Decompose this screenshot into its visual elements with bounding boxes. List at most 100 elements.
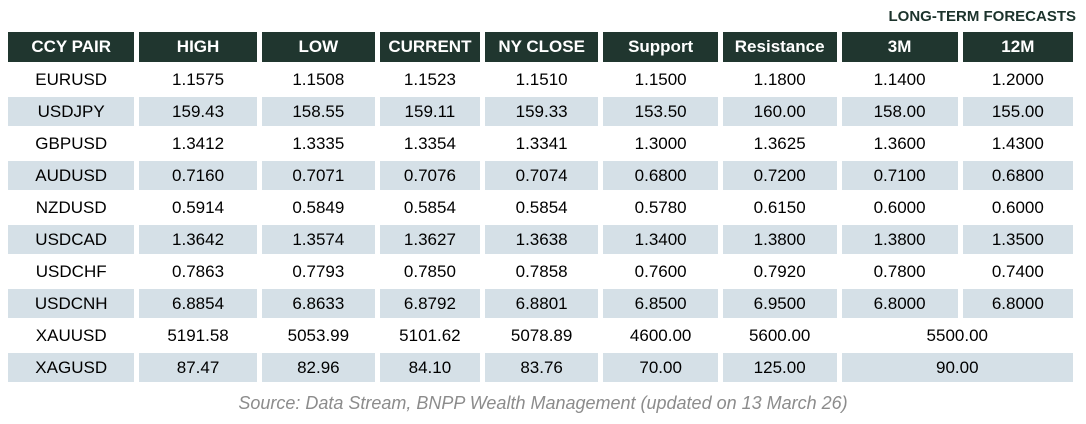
value-cell: 0.6150 xyxy=(722,193,837,222)
ccy-pair-cell: USDCHF xyxy=(8,257,135,286)
value-cell: 153.50 xyxy=(603,97,718,126)
value-cell: 0.7600 xyxy=(603,257,718,286)
fx-forecast-page: LONG-TERM FORECASTS CCY PAIR HIGH LOW CU… xyxy=(3,8,1078,413)
value-cell: 6.8792 xyxy=(380,289,480,318)
value-cell: 0.7076 xyxy=(380,161,480,190)
table-row-usdchf: USDCHF 0.7863 0.7793 0.7850 0.7858 0.7600 0.79… xyxy=(8,257,1073,286)
value-cell: 159.43 xyxy=(139,97,257,126)
ccy-pair-cell: USDCNH xyxy=(8,289,135,318)
value-cell: 1.3800 xyxy=(722,225,837,254)
merged-forecast-cell: 5500.00 xyxy=(841,321,1073,350)
value-cell: 159.11 xyxy=(380,97,480,126)
value-cell: 0.5849 xyxy=(261,193,376,222)
value-cell: 0.7863 xyxy=(139,257,257,286)
value-cell: 1.1800 xyxy=(722,65,837,94)
value-cell: 5600.00 xyxy=(722,321,837,350)
long-term-forecasts-label: LONG-TERM FORECASTS xyxy=(888,8,1077,25)
ccy-pair-cell: GBPUSD xyxy=(8,129,135,158)
value-cell: 4600.00 xyxy=(603,321,718,350)
table-row-gbpusd: GBPUSD 1.3412 1.3335 1.3354 1.3341 1.3000 1.36… xyxy=(8,129,1073,158)
value-cell: 1.1500 xyxy=(603,65,718,94)
value-cell: 0.5780 xyxy=(603,193,718,222)
fx-forecast-table: CCY PAIR HIGH LOW CURRENT NY CLOSE Suppo… xyxy=(3,29,1078,385)
value-cell: 1.3574 xyxy=(261,225,376,254)
ccy-pair-cell: USDCAD xyxy=(8,225,135,254)
value-cell: 158.55 xyxy=(261,97,376,126)
ccy-pair-cell: XAUUSD xyxy=(8,321,135,350)
value-cell: 1.2000 xyxy=(962,65,1073,94)
value-cell: 0.7858 xyxy=(484,257,599,286)
value-cell: 1.3341 xyxy=(484,129,599,158)
value-cell: 1.1508 xyxy=(261,65,376,94)
table-body: EURUSD 1.1575 1.1508 1.1523 1.1510 1.1500 1.18… xyxy=(8,65,1073,382)
col-header-ny-close: NY CLOSE xyxy=(484,32,599,62)
value-cell: 0.6000 xyxy=(841,193,958,222)
value-cell: 0.5854 xyxy=(484,193,599,222)
value-cell: 1.1400 xyxy=(841,65,958,94)
table-row-usdjpy: USDJPY 159.43 158.55 159.11 159.33 153.50 160.… xyxy=(8,97,1073,126)
value-cell: 159.33 xyxy=(484,97,599,126)
table-row-usdcad: USDCAD 1.3642 1.3574 1.3627 1.3638 1.3400 1.38… xyxy=(8,225,1073,254)
value-cell: 1.3638 xyxy=(484,225,599,254)
value-cell: 6.9500 xyxy=(722,289,837,318)
value-cell: 1.1523 xyxy=(380,65,480,94)
value-cell: 1.4300 xyxy=(962,129,1073,158)
value-cell: 6.8801 xyxy=(484,289,599,318)
col-header-ccy-pair: CCY PAIR xyxy=(8,32,135,62)
value-cell: 0.7160 xyxy=(139,161,257,190)
col-header-3m: 3M xyxy=(841,32,958,62)
value-cell: 0.6800 xyxy=(603,161,718,190)
value-cell: 0.7850 xyxy=(380,257,480,286)
value-cell: 70.00 xyxy=(603,353,718,382)
col-header-12m: 12M xyxy=(962,32,1073,62)
value-cell: 6.8633 xyxy=(261,289,376,318)
value-cell: 0.7920 xyxy=(722,257,837,286)
value-cell: 0.7074 xyxy=(484,161,599,190)
col-header-high: HIGH xyxy=(139,32,257,62)
value-cell: 1.3335 xyxy=(261,129,376,158)
ccy-pair-cell: USDJPY xyxy=(8,97,135,126)
value-cell: 1.3354 xyxy=(380,129,480,158)
value-cell: 155.00 xyxy=(962,97,1073,126)
value-cell: 5191.58 xyxy=(139,321,257,350)
value-cell: 0.7071 xyxy=(261,161,376,190)
col-header-resistance: Resistance xyxy=(722,32,837,62)
value-cell: 6.8000 xyxy=(841,289,958,318)
value-cell: 6.8854 xyxy=(139,289,257,318)
source-note: Source: Data Stream, BNPP Wealth Managem… xyxy=(238,393,848,413)
value-cell: 1.3627 xyxy=(380,225,480,254)
value-cell: 1.1575 xyxy=(139,65,257,94)
table-row-audusd: AUDUSD 0.7160 0.7071 0.7076 0.7074 0.6800 0.72… xyxy=(8,161,1073,190)
table-header-row: CCY PAIR HIGH LOW CURRENT NY CLOSE Suppo… xyxy=(8,32,1073,62)
value-cell: 1.3500 xyxy=(962,225,1073,254)
value-cell: 0.6000 xyxy=(962,193,1073,222)
value-cell: 83.76 xyxy=(484,353,599,382)
table-row-usdcnh: USDCNH 6.8854 6.8633 6.8792 6.8801 6.8500 6.95… xyxy=(8,289,1073,318)
value-cell: 0.7200 xyxy=(722,161,837,190)
value-cell: 1.3000 xyxy=(603,129,718,158)
value-cell: 1.3600 xyxy=(841,129,958,158)
value-cell: 0.5914 xyxy=(139,193,257,222)
value-cell: 1.3400 xyxy=(603,225,718,254)
table-row-xauusd: XAUUSD 5191.58 5053.99 5101.62 5078.89 4600.0… xyxy=(8,321,1073,350)
table-row-xagusd: XAGUSD 87.47 82.96 84.10 83.76 70.00 125.00 90.… xyxy=(8,353,1073,382)
value-cell: 0.7800 xyxy=(841,257,958,286)
value-cell: 0.7793 xyxy=(261,257,376,286)
value-cell: 1.3625 xyxy=(722,129,837,158)
value-cell: 6.8000 xyxy=(962,289,1073,318)
ccy-pair-cell: XAGUSD xyxy=(8,353,135,382)
value-cell: 84.10 xyxy=(380,353,480,382)
value-cell: 0.7100 xyxy=(841,161,958,190)
value-cell: 0.6800 xyxy=(962,161,1073,190)
value-cell: 82.96 xyxy=(261,353,376,382)
value-cell: 0.7400 xyxy=(962,257,1073,286)
value-cell: 1.3800 xyxy=(841,225,958,254)
value-cell: 87.47 xyxy=(139,353,257,382)
ccy-pair-cell: AUDUSD xyxy=(8,161,135,190)
value-cell: 5101.62 xyxy=(380,321,480,350)
table-row-nzdusd: NZDUSD 0.5914 0.5849 0.5854 0.5854 0.5780 0.61… xyxy=(8,193,1073,222)
ccy-pair-cell: EURUSD xyxy=(8,65,135,94)
col-header-support: Support xyxy=(603,32,718,62)
value-cell: 6.8500 xyxy=(603,289,718,318)
col-header-current: CURRENT xyxy=(380,32,480,62)
